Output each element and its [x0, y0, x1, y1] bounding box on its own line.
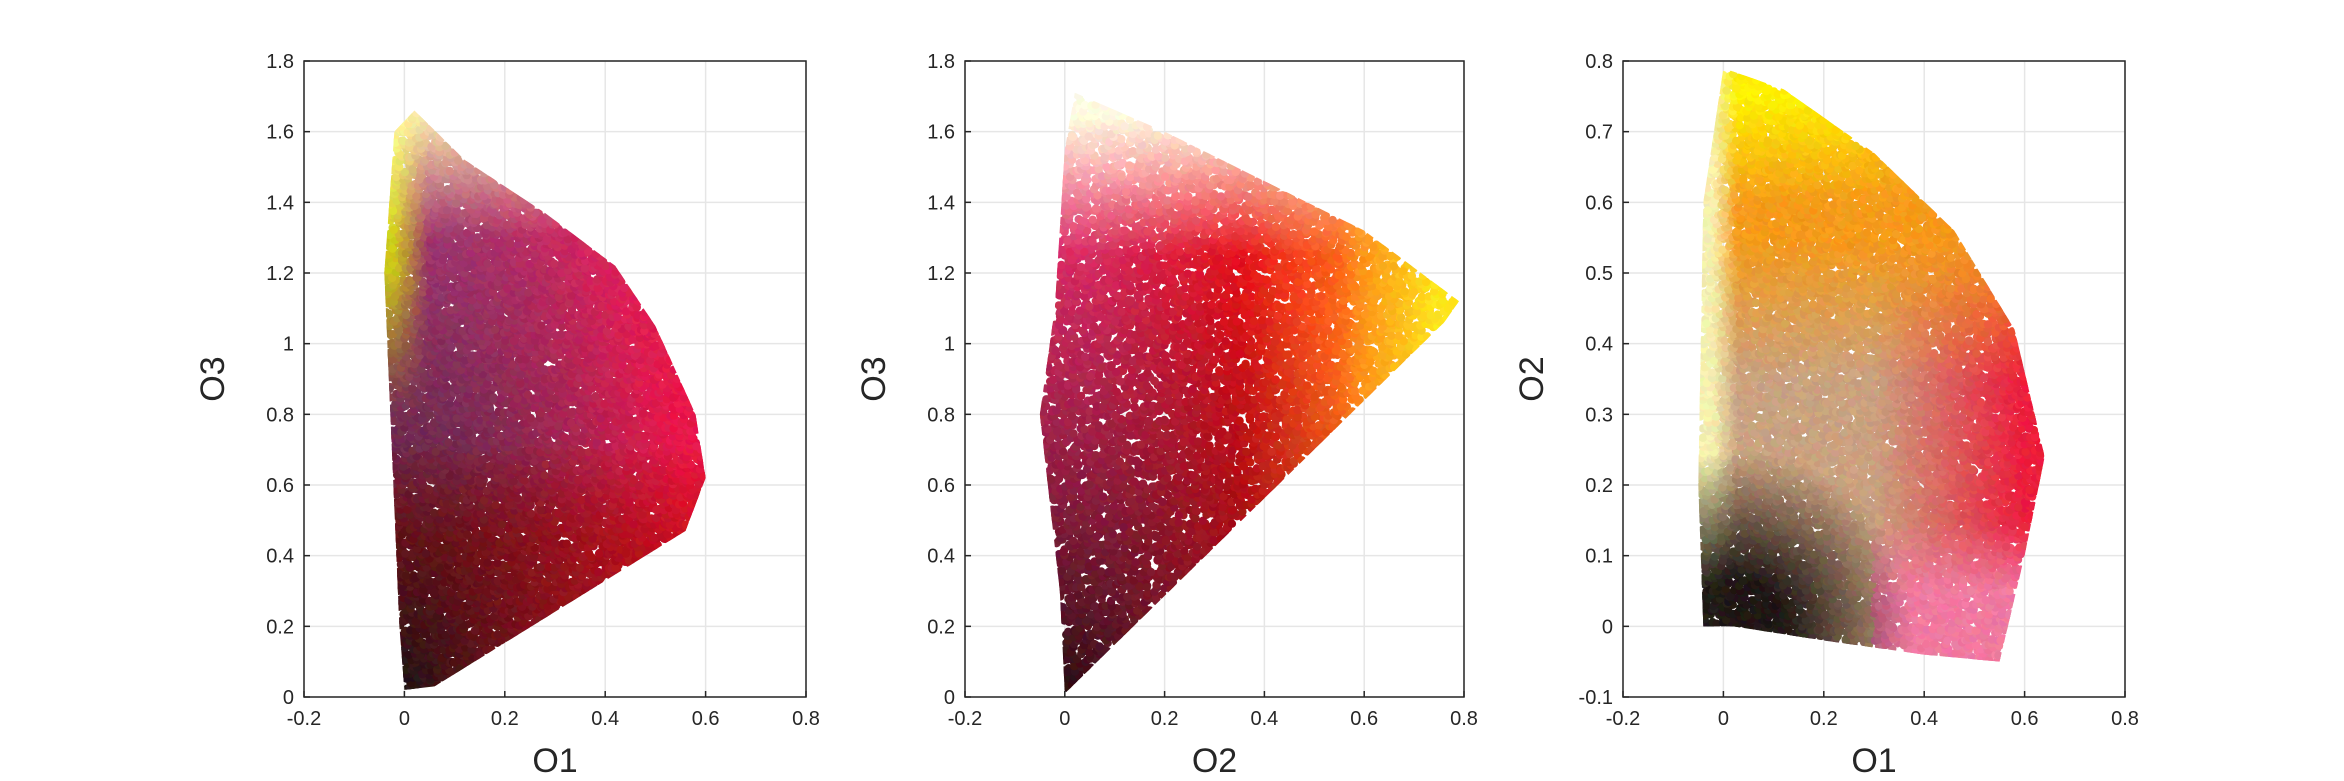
scatter-point	[629, 520, 638, 529]
scatter-panel-o1-o3: -0.2 0 0.2 0.4 0.6 0.800.20.40.60.811.21.41.6…	[194, 51, 820, 780]
scatter-point	[388, 452, 397, 461]
scatter-point	[566, 418, 576, 428]
scatter-point	[536, 505, 546, 515]
scatter-point	[385, 385, 394, 394]
scatter-point	[566, 408, 576, 417]
scatter-point	[463, 530, 472, 539]
scatter-point	[621, 549, 631, 558]
scatter-point	[485, 462, 494, 471]
scatter-point	[526, 413, 535, 423]
scatter-point	[489, 394, 498, 404]
scatter-point	[435, 606, 444, 615]
scatter-point	[493, 630, 502, 639]
scatter-point	[681, 520, 691, 529]
scatter-points	[384, 110, 706, 690]
scatter-point	[592, 438, 601, 447]
scatter-point	[562, 539, 571, 548]
scatter-point	[491, 500, 500, 510]
scatter-point	[401, 341, 411, 350]
scatter-point	[540, 471, 549, 480]
scatter-point	[594, 549, 604, 558]
scatter-point	[692, 425, 702, 434]
scatter-point	[577, 447, 586, 457]
scatter-point	[641, 462, 650, 471]
scatter-point	[401, 549, 410, 558]
scatter-point	[639, 409, 648, 418]
scatter-point	[669, 365, 678, 374]
scatter-point	[401, 665, 410, 675]
scatter-point	[516, 370, 525, 380]
scatter-point	[594, 567, 603, 577]
scatter-point	[574, 475, 583, 485]
scatter-point	[699, 472, 706, 481]
scatter-point	[665, 355, 675, 364]
scatter-point	[692, 442, 701, 451]
scatter-point	[411, 617, 420, 626]
